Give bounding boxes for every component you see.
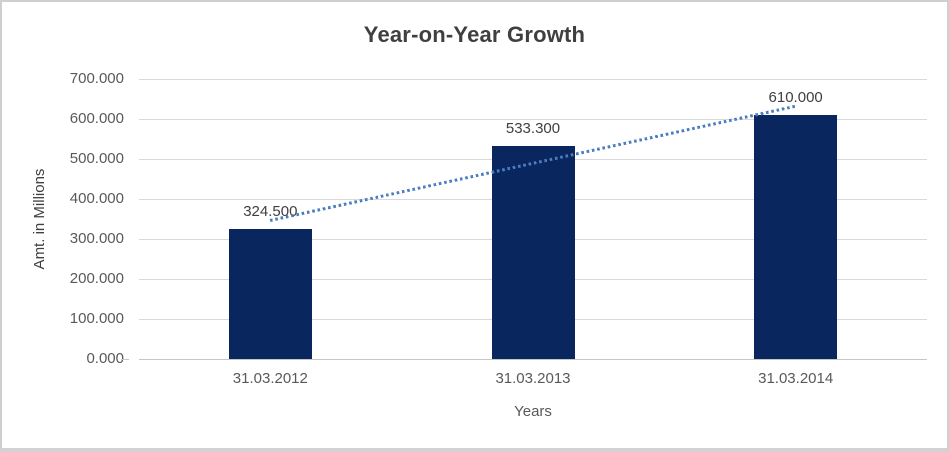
y-axis-title: Amt. in Millions (31, 168, 48, 270)
gridline (139, 119, 927, 120)
chart-title: Year-on-Year Growth (363, 22, 586, 47)
x-axis-line (139, 359, 927, 360)
y-tick-label: 0.000 (86, 350, 124, 367)
category-label: 31.03.2012 (232, 370, 308, 387)
y-tick-label: 500.000 (69, 150, 124, 167)
gridline (139, 79, 927, 80)
y-tick-label: 700.000 (69, 70, 124, 87)
y-tick-label: 300.000 (69, 230, 124, 247)
bar-31.03.2012[interactable] (228, 229, 312, 359)
y-tick-label: 100.000 (69, 310, 124, 327)
axis-tick (121, 359, 129, 360)
y-tick-label: 600.000 (69, 110, 124, 127)
y-tick-label: 200.000 (69, 270, 124, 287)
category-label: 31.03.2014 (758, 370, 834, 387)
bar-31.03.2013[interactable] (491, 145, 575, 359)
data-label: 610.000 (768, 89, 823, 106)
x-axis-title: Years (514, 403, 552, 420)
bar-31.03.2014[interactable] (754, 115, 838, 359)
data-label: 533.300 (505, 119, 561, 137)
y-tick-label: 400.000 (69, 190, 124, 207)
category-label: 31.03.2013 (495, 370, 571, 387)
